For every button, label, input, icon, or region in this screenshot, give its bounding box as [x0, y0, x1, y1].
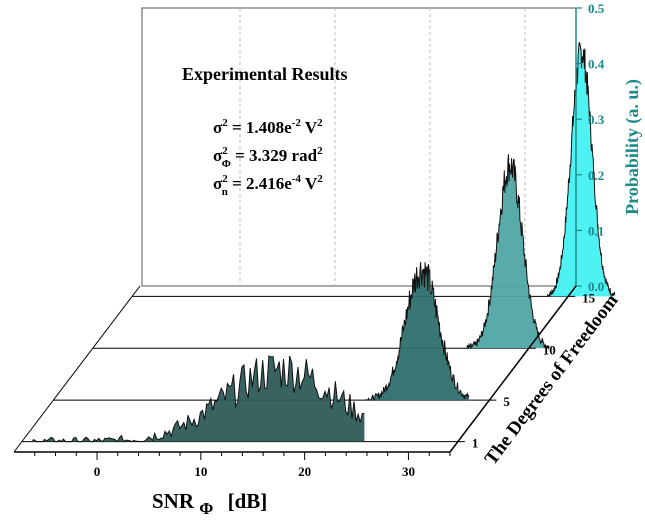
- z-tick-label-3: 0.3: [588, 112, 605, 127]
- x-axis-title-sub: Φ: [199, 499, 213, 518]
- y-tick-label-1: 1: [472, 436, 479, 451]
- x-tick-label-10: 10: [194, 464, 207, 479]
- z-axis: 0.0 0.1 0.2 0.3 0.4 0.5 Probability (a. u.): [575, 1, 643, 294]
- z-tick-label-2: 0.2: [588, 168, 604, 183]
- annotation-line-2: σ2 n = 2.416e-4 V2: [213, 173, 323, 198]
- curve-fill-dof-15: [547, 42, 615, 297]
- x-axis-title-unit: [dB]: [228, 489, 268, 513]
- floor-left-edge: [13, 285, 141, 453]
- annotation-box: Experimental Results σ2 = 1.408e-2 V2 σ2 Φ…: [182, 64, 348, 198]
- y-axis-line: [449, 285, 577, 453]
- z-tick-label-0: 0.0: [588, 279, 604, 294]
- curve-fill-dof-10: [466, 154, 550, 349]
- curve-fill-dof-1: [32, 355, 365, 442]
- x-axis-title: SNR Φ [dB]: [152, 489, 267, 519]
- annotation-line-1: σ2 Φ = 3.329 rad2: [213, 145, 323, 170]
- x-tick-label-0: 0: [94, 464, 101, 479]
- y-tick-label-5: 5: [503, 394, 510, 409]
- z-axis-title: Probability (a. u.): [622, 79, 643, 215]
- annotation-lines: σ2 = 1.408e-2 V2 σ2 Φ = 3.329 rad2 σ2 n = 2.…: [213, 117, 323, 198]
- y-tick-label-15: 15: [582, 290, 596, 305]
- x-tick-label-20: 20: [298, 464, 311, 479]
- curve-line-dof-15: [546, 41, 616, 297]
- x-axis-title-main: SNR: [152, 489, 195, 513]
- x-axis: 0 10 20 30 SNR Φ [dB]: [14, 451, 451, 519]
- z-axis-ticks: 0.0 0.1 0.2 0.3 0.4 0.5: [576, 1, 605, 294]
- back-wall-gridlines: [239, 8, 526, 286]
- x-axis-ticks: 0 10 20 30: [34, 452, 451, 479]
- annotation-title: Experimental Results: [182, 64, 348, 84]
- z-tick-label-4: 0.4: [588, 57, 605, 72]
- y-tick-label-10: 10: [543, 342, 556, 357]
- curve-fill-dof-5: [364, 262, 469, 401]
- curve-line-dof-10: [466, 154, 550, 351]
- x-tick-label-30: 30: [402, 464, 415, 479]
- curve-line-dof-1: [32, 355, 365, 443]
- z-tick-label-1: 0.1: [588, 223, 604, 238]
- distribution-curves: [32, 41, 616, 443]
- z-tick-label-5: 0.5: [588, 1, 605, 16]
- curve-line-dof-5: [364, 262, 470, 401]
- annotation-line-0: σ2 = 1.408e-2 V2: [213, 117, 323, 137]
